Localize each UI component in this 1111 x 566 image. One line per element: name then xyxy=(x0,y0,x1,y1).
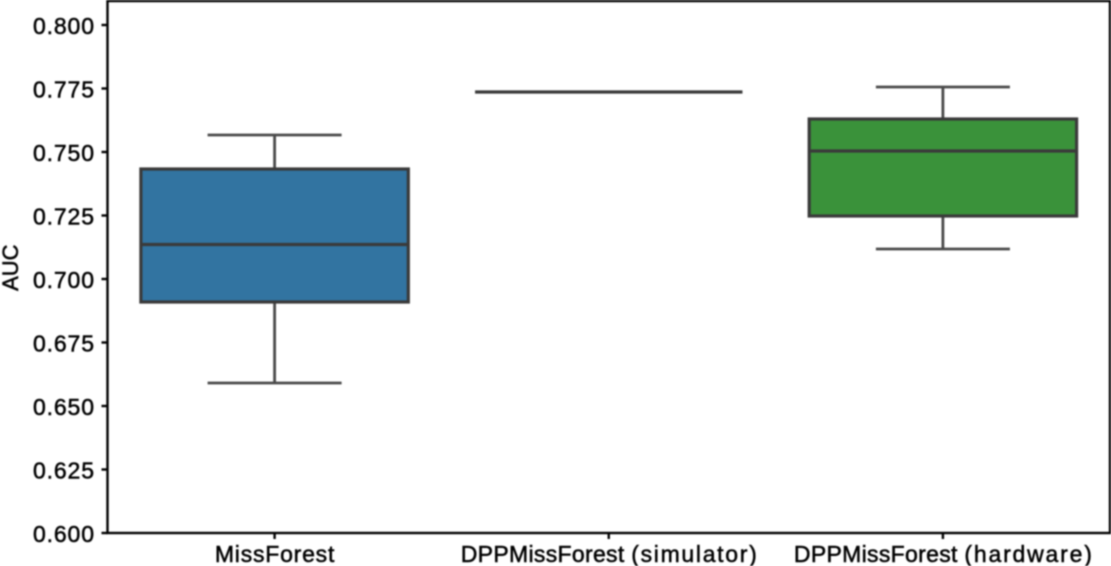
svg-text:0.600: 0.600 xyxy=(33,521,94,547)
svg-text:0.750: 0.750 xyxy=(33,140,94,166)
svg-text:DPPMissForest: DPPMissForest xyxy=(461,541,625,566)
svg-text:(simulator): (simulator) xyxy=(631,541,757,566)
svg-text:0.700: 0.700 xyxy=(33,267,94,293)
svg-text:0.625: 0.625 xyxy=(33,458,94,484)
svg-text:0.800: 0.800 xyxy=(33,13,94,39)
svg-text:DPPMissForest: DPPMissForest xyxy=(794,541,958,566)
svg-text:0.675: 0.675 xyxy=(33,331,94,357)
svg-text:0.775: 0.775 xyxy=(33,77,94,103)
svg-text:MissForest: MissForest xyxy=(215,541,335,566)
svg-text:0.725: 0.725 xyxy=(33,204,94,230)
svg-text:AUC: AUC xyxy=(0,244,23,291)
svg-text:(hardware): (hardware) xyxy=(964,541,1092,566)
svg-text:0.650: 0.650 xyxy=(33,394,94,420)
